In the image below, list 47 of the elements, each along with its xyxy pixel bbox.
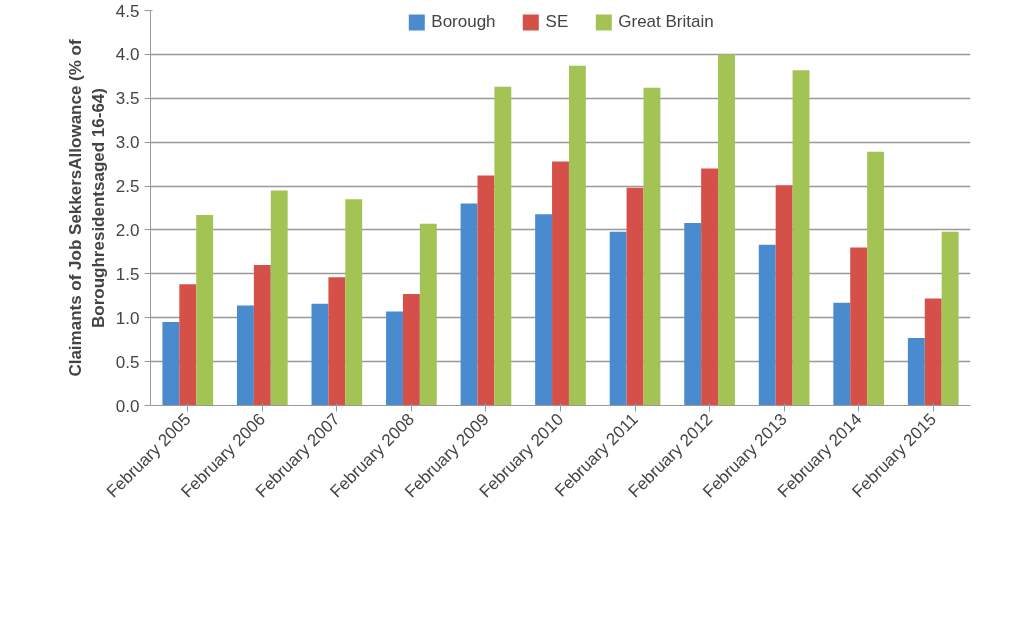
- bar: [792, 70, 810, 406]
- bar: [758, 244, 776, 406]
- bar: [270, 190, 288, 406]
- y-tick-label: 1.0: [115, 308, 140, 328]
- bar: [941, 231, 959, 406]
- bar: [460, 203, 478, 406]
- y-tick-label: 0.5: [115, 352, 140, 372]
- bar: [236, 305, 254, 406]
- bar: [402, 294, 420, 406]
- bar: [568, 65, 586, 406]
- bar: [311, 303, 329, 406]
- y-tick-label: 2.0: [115, 220, 140, 240]
- bar: [867, 151, 885, 406]
- y-axis-title: Claimants of Job SekkersAllowance (% of Boroughresidentsaged 16-64): [66, 39, 108, 377]
- y-tick-label: 4.5: [115, 1, 140, 21]
- legend-label: SE: [545, 12, 569, 32]
- bar: [253, 265, 271, 406]
- bar: [701, 168, 719, 406]
- bar: [345, 199, 363, 406]
- y-tick-label: 2.5: [115, 177, 140, 197]
- legend-label: Great Britain: [618, 12, 714, 32]
- bar: [609, 231, 627, 406]
- bar: [535, 214, 553, 406]
- bar: [718, 54, 735, 406]
- bar: [833, 302, 851, 406]
- y-tick-label: 0.0: [115, 396, 140, 416]
- bar: [552, 161, 569, 406]
- bar: [419, 223, 437, 406]
- y-tick-label: 1.5: [115, 264, 140, 284]
- legend-label: Borough: [431, 12, 496, 32]
- bar: [924, 298, 942, 406]
- bar: [196, 215, 214, 406]
- bar: [179, 284, 197, 406]
- bar: [850, 247, 868, 406]
- bar: [684, 222, 702, 406]
- bar: [162, 322, 180, 406]
- y-tick-label: 3.0: [115, 133, 140, 153]
- y-tick-label: 4.0: [115, 45, 140, 65]
- bar: [328, 277, 346, 406]
- bar: [643, 87, 661, 406]
- bar: [626, 187, 644, 406]
- bar: [775, 185, 793, 406]
- bar: [386, 311, 403, 406]
- bar: [477, 175, 495, 406]
- bar: [494, 86, 512, 406]
- y-tick-label: 3.5: [115, 89, 140, 109]
- bar: [907, 337, 925, 406]
